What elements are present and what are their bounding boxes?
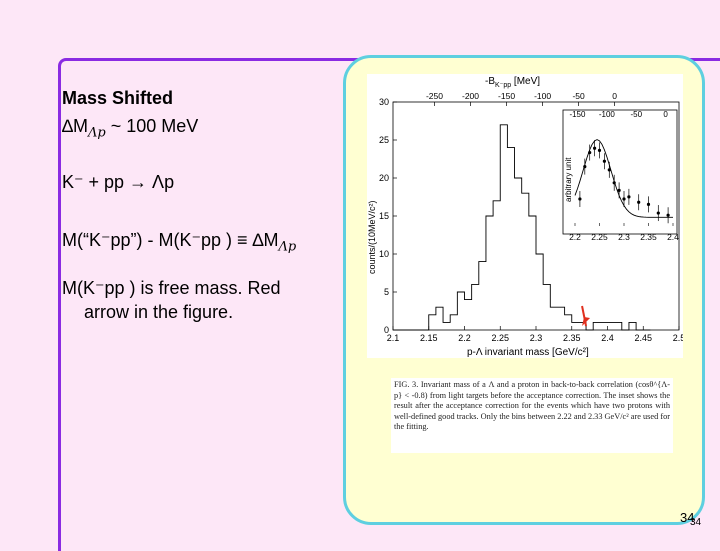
inset-x-tick-label: 2.25 bbox=[591, 232, 608, 242]
histogram-bar bbox=[436, 307, 443, 330]
histogram-bar bbox=[608, 322, 615, 330]
red-arrow-shaft bbox=[581, 305, 588, 327]
y-tick-label: 5 bbox=[384, 287, 389, 297]
top-tick-label: -200 bbox=[462, 91, 479, 101]
y-tick-label: 15 bbox=[379, 211, 389, 221]
inset-y-label: arbitrary unit bbox=[564, 157, 573, 202]
x-tick-label: 2.25 bbox=[491, 333, 509, 343]
inset-x-tick-label: 2.3 bbox=[618, 232, 630, 242]
figure-caption: FIG. 3. Invariant mass of a Λ and a prot… bbox=[391, 378, 673, 453]
inset-point bbox=[622, 197, 626, 201]
histogram-bar bbox=[529, 216, 536, 330]
y-tick-label: 30 bbox=[379, 97, 389, 107]
x-tick-label: 2.45 bbox=[634, 333, 652, 343]
y-tick-label: 25 bbox=[379, 135, 389, 145]
histogram-bar bbox=[465, 300, 472, 330]
y-tick-label: 10 bbox=[379, 249, 389, 259]
inset-top-tick-label: -150 bbox=[569, 110, 586, 119]
histogram-bar bbox=[565, 315, 572, 330]
inset-box bbox=[562, 109, 678, 235]
inset-point bbox=[637, 200, 641, 204]
histogram-svg: 0 5 10 15 20 25 30 2.1 2.15 2.2 2.25 2.3 2.35 2.4 2.45… bbox=[367, 76, 685, 358]
red-arrow-head bbox=[582, 317, 591, 326]
delta-mass-subscript: Λp bbox=[88, 125, 106, 141]
delta-mass-approx: ~ 100 MeV bbox=[105, 116, 199, 136]
y-axis-label: counts/(10MeV/c²) bbox=[367, 200, 377, 274]
inset-point bbox=[627, 195, 631, 199]
top-axis-label: -BK⁻pp [MeV] bbox=[485, 76, 540, 89]
inset-point bbox=[607, 168, 611, 172]
inset-point bbox=[656, 211, 660, 215]
histogram-bar bbox=[550, 307, 557, 330]
histogram-outline bbox=[393, 124, 651, 331]
page-number-small: 34 bbox=[690, 517, 702, 528]
top-tick-label: -50 bbox=[572, 91, 585, 101]
histogram-bar bbox=[472, 284, 479, 330]
inset-point bbox=[597, 148, 602, 152]
page-number: 34 bbox=[680, 510, 695, 525]
histogram-bar bbox=[443, 322, 450, 330]
histogram-bar bbox=[450, 315, 457, 330]
slide-title: Mass Shifted bbox=[62, 88, 174, 108]
histogram-bar bbox=[522, 193, 529, 330]
inset-point bbox=[583, 165, 587, 169]
free-mass-line-2: arrow in the figure. bbox=[84, 302, 234, 322]
definition-text: M(“K⁻pp”) - M(K⁻pp ) ≡ ∆M bbox=[62, 230, 279, 250]
inset-x-tick-label: 2.4 bbox=[667, 232, 679, 242]
top-tick-label: -250 bbox=[426, 91, 443, 101]
free-mass-line-1: M(K⁻pp ) is free mass. Red bbox=[62, 278, 281, 298]
x-tick-label: 2.1 bbox=[387, 333, 400, 343]
definition-line: M(“K⁻pp”) - M(K⁻pp ) ≡ ∆MΛp bbox=[62, 230, 296, 255]
histogram-bar bbox=[629, 322, 636, 330]
histogram-bar bbox=[500, 125, 507, 330]
top-tick-label: 0 bbox=[612, 91, 617, 101]
inset-point bbox=[578, 197, 582, 201]
histogram-bar bbox=[572, 322, 579, 330]
x-tick-label: 2.3 bbox=[530, 333, 543, 343]
y-tick-label: 0 bbox=[384, 325, 389, 335]
inset-point bbox=[602, 159, 606, 163]
histogram-bar bbox=[557, 307, 564, 330]
histogram-bar bbox=[457, 292, 464, 330]
histogram-bar bbox=[543, 284, 550, 330]
x-tick-label: 2.15 bbox=[420, 333, 438, 343]
inset-point bbox=[666, 213, 670, 217]
histogram-bar bbox=[515, 178, 522, 330]
inset-point bbox=[617, 188, 621, 192]
histogram-bar bbox=[536, 254, 543, 330]
histogram-bar bbox=[429, 315, 436, 330]
histogram-bar bbox=[615, 322, 622, 330]
inset-top-tick-label: 0 bbox=[663, 110, 668, 119]
inset-point bbox=[593, 146, 597, 150]
y-tick-label: 20 bbox=[379, 173, 389, 183]
x-tick-label: 2.4 bbox=[601, 333, 614, 343]
histogram-bar bbox=[486, 216, 493, 330]
x-tick-label: 2.5 bbox=[673, 333, 683, 343]
histogram-bar bbox=[479, 262, 486, 330]
histogram-figure: 0 5 10 15 20 25 30 2.1 2.15 2.2 2.25 2.3 2.35 2.4 2.45… bbox=[367, 74, 685, 358]
inset-x-tick-label: 2.2 bbox=[569, 232, 581, 242]
histogram-bar bbox=[507, 148, 514, 330]
inset-x-tick-label: 2.35 bbox=[640, 232, 657, 242]
plot-axes: 0 5 10 15 20 25 30 2.1 2.15 2.2 2.25 2.3 2.35 2.4 2.45… bbox=[379, 91, 685, 343]
inset-marks: 2.2 2.25 2.3 2.35 2.4 -150 -100 -50 0 bbox=[569, 110, 679, 242]
inset-top-tick-label: -100 bbox=[599, 110, 616, 119]
x-axis-label: p-Λ invariant mass [GeV/c²] bbox=[467, 347, 589, 358]
x-tick-label: 2.2 bbox=[458, 333, 471, 343]
histogram-bar bbox=[593, 322, 600, 330]
definition-subscript: Λp bbox=[278, 239, 297, 255]
inset-point bbox=[588, 150, 592, 155]
delta-mass-symbol: ∆M bbox=[62, 116, 89, 136]
reaction-line: K⁻ + pp → Λp bbox=[62, 172, 175, 192]
top-tick-label: -100 bbox=[534, 91, 551, 101]
histogram-bar bbox=[600, 322, 607, 330]
inset-top-tick-label: -50 bbox=[630, 110, 642, 119]
inset-point bbox=[646, 202, 651, 206]
top-tick-label: -150 bbox=[498, 91, 515, 101]
x-tick-label: 2.35 bbox=[563, 333, 581, 343]
inset-point bbox=[612, 181, 616, 185]
delta-mass-line: ∆MΛp ~ 100 MeV bbox=[62, 116, 198, 141]
histogram-bar bbox=[493, 201, 500, 330]
